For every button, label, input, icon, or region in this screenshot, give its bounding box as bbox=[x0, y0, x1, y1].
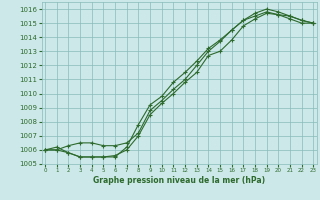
X-axis label: Graphe pression niveau de la mer (hPa): Graphe pression niveau de la mer (hPa) bbox=[93, 176, 265, 185]
